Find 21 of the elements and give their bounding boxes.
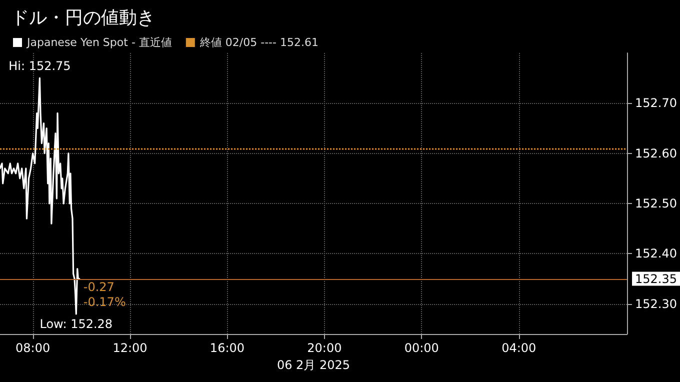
y-tick-label: 152.70 [635, 96, 678, 110]
legend-label: 終値 02/05 ---- 152.61 [198, 36, 318, 49]
chart-title: ドル・円の値動き [11, 8, 155, 28]
ref-line-label: 152.35 [635, 272, 678, 286]
line-series [0, 77, 80, 315]
y-tick-label: 152.60 [635, 146, 678, 160]
y-tick-label: 152.40 [635, 246, 678, 261]
x-tick-label: 08:00 [16, 341, 50, 355]
annotation: Hi: 152.75 [8, 59, 71, 74]
y-tick-label: 152.50 [635, 196, 678, 211]
x-axis-title: 06 2月 2025 [276, 358, 350, 372]
annotation: -0.17% [83, 294, 126, 309]
annotation: Low: 152.28 [40, 316, 113, 331]
x-tick-label: 12:00 [112, 341, 148, 355]
x-tick-label: 04:00 [502, 341, 536, 355]
y-tick-label: 152.30 [635, 296, 678, 311]
legend-label: Japanese Yen Spot - 直近値 [26, 36, 172, 49]
x-tick-label: 16:00 [210, 341, 245, 355]
annotation: -0.27 [83, 280, 114, 294]
x-tick-label: 20:00 [307, 341, 342, 355]
x-tick-label: 00:00 [404, 341, 439, 355]
